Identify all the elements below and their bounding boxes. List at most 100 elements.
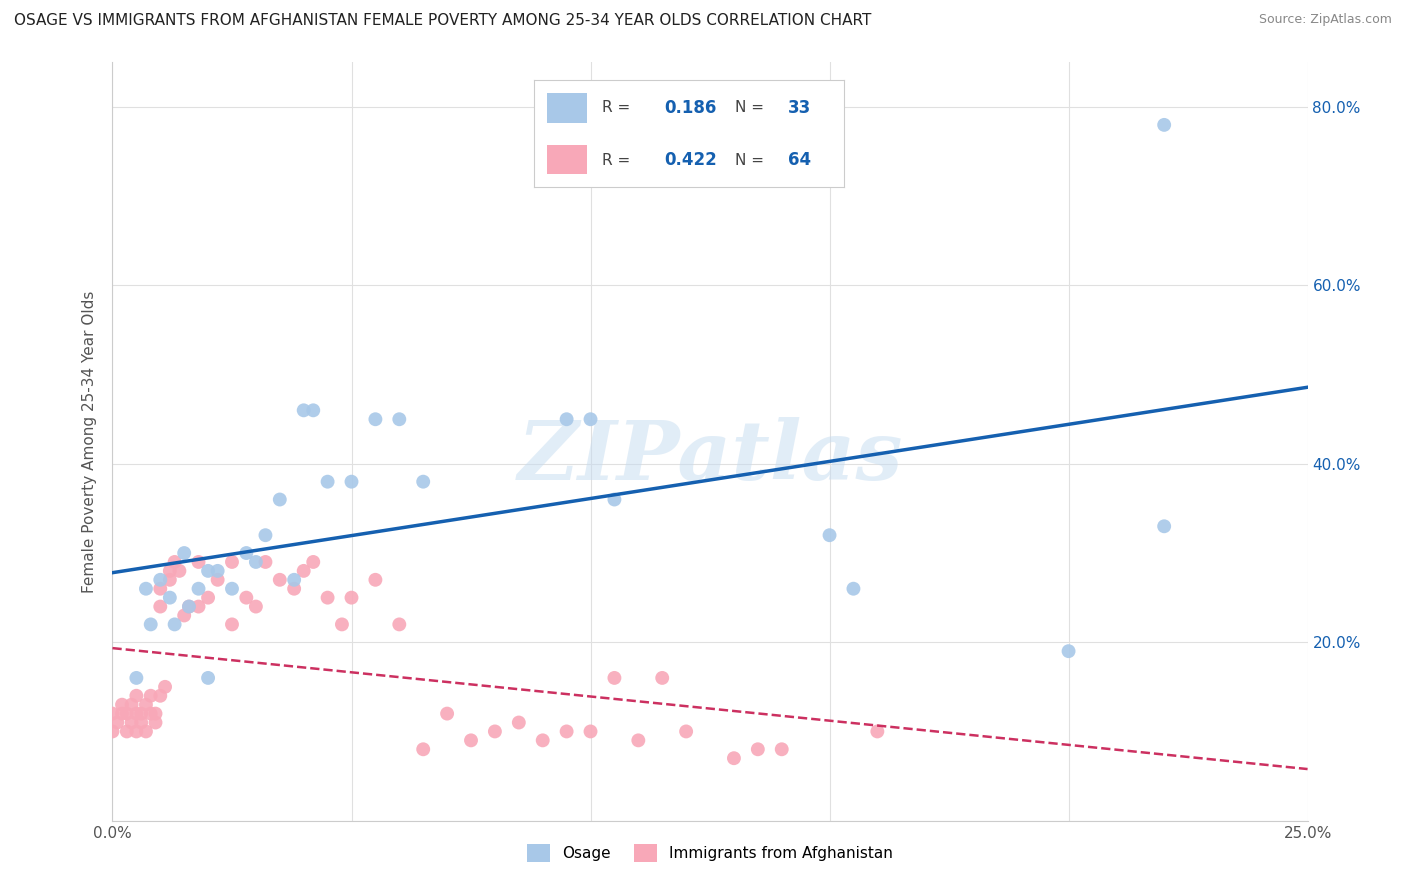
Point — [145, 706, 167, 721]
Point — [101, 724, 124, 739]
Point — [675, 724, 697, 739]
Point — [111, 706, 134, 721]
Point — [388, 617, 411, 632]
Point — [283, 582, 305, 596]
Point — [302, 555, 325, 569]
Text: N =: N = — [735, 153, 769, 168]
Point — [111, 698, 134, 712]
Point — [135, 582, 157, 596]
Point — [269, 573, 291, 587]
Point — [149, 573, 172, 587]
Point — [579, 724, 602, 739]
Point — [187, 555, 209, 569]
Point — [316, 591, 339, 605]
Point — [177, 599, 200, 614]
Point — [340, 475, 363, 489]
Point — [115, 706, 138, 721]
Point — [129, 715, 152, 730]
Point — [177, 599, 200, 614]
Point — [842, 582, 865, 596]
Point — [221, 555, 243, 569]
Point — [125, 724, 148, 739]
Point — [412, 742, 434, 756]
Point — [135, 698, 157, 712]
Y-axis label: Female Poverty Among 25-34 Year Olds: Female Poverty Among 25-34 Year Olds — [82, 291, 97, 592]
Point — [364, 573, 387, 587]
Point — [283, 573, 305, 587]
Point — [207, 573, 229, 587]
Point — [340, 591, 363, 605]
Point — [254, 555, 277, 569]
Point — [149, 582, 172, 596]
Point — [651, 671, 673, 685]
Point — [139, 617, 162, 632]
Point — [1057, 644, 1080, 658]
Point — [316, 475, 339, 489]
Point — [508, 715, 530, 730]
Text: ZIPatlas: ZIPatlas — [517, 417, 903, 497]
Point — [197, 671, 219, 685]
Point — [302, 403, 325, 417]
Point — [163, 617, 186, 632]
FancyBboxPatch shape — [547, 145, 586, 175]
Text: OSAGE VS IMMIGRANTS FROM AFGHANISTAN FEMALE POVERTY AMONG 25-34 YEAR OLDS CORREL: OSAGE VS IMMIGRANTS FROM AFGHANISTAN FEM… — [14, 13, 872, 29]
Text: R =: R = — [602, 100, 636, 115]
Point — [121, 698, 143, 712]
Point — [173, 608, 195, 623]
Point — [197, 591, 219, 605]
Legend: Osage, Immigrants from Afghanistan: Osage, Immigrants from Afghanistan — [520, 836, 900, 870]
Point — [747, 742, 769, 756]
Point — [254, 528, 277, 542]
Point — [330, 617, 353, 632]
Point — [269, 492, 291, 507]
Point — [866, 724, 889, 739]
Text: R =: R = — [602, 153, 636, 168]
Point — [484, 724, 506, 739]
Point — [159, 591, 181, 605]
Point — [603, 671, 626, 685]
Point — [388, 412, 411, 426]
Text: 0.422: 0.422 — [664, 151, 717, 169]
Point — [101, 706, 124, 721]
Text: 0.186: 0.186 — [664, 99, 717, 117]
Point — [221, 582, 243, 596]
Point — [245, 555, 267, 569]
Point — [169, 564, 191, 578]
Point — [436, 706, 458, 721]
Point — [221, 617, 243, 632]
Point — [129, 706, 152, 721]
Point — [770, 742, 793, 756]
Text: 64: 64 — [787, 151, 811, 169]
Point — [197, 564, 219, 578]
Point — [1153, 118, 1175, 132]
Text: Source: ZipAtlas.com: Source: ZipAtlas.com — [1258, 13, 1392, 27]
Point — [139, 706, 162, 721]
Point — [159, 573, 181, 587]
Point — [173, 546, 195, 560]
Point — [245, 599, 267, 614]
Point — [125, 671, 148, 685]
FancyBboxPatch shape — [547, 93, 586, 123]
Point — [187, 582, 209, 596]
Point — [149, 689, 172, 703]
Point — [292, 403, 315, 417]
Point — [364, 412, 387, 426]
Point — [579, 412, 602, 426]
Point — [235, 546, 257, 560]
Point — [603, 492, 626, 507]
Point — [159, 564, 181, 578]
Point — [460, 733, 482, 747]
Point — [723, 751, 745, 765]
Point — [139, 689, 162, 703]
Point — [235, 591, 257, 605]
Point — [531, 733, 554, 747]
Point — [105, 715, 128, 730]
Point — [555, 412, 578, 426]
Point — [627, 733, 650, 747]
Point — [115, 724, 138, 739]
Point — [163, 555, 186, 569]
Point — [818, 528, 841, 542]
Point — [121, 715, 143, 730]
Point — [412, 475, 434, 489]
Point — [125, 706, 148, 721]
